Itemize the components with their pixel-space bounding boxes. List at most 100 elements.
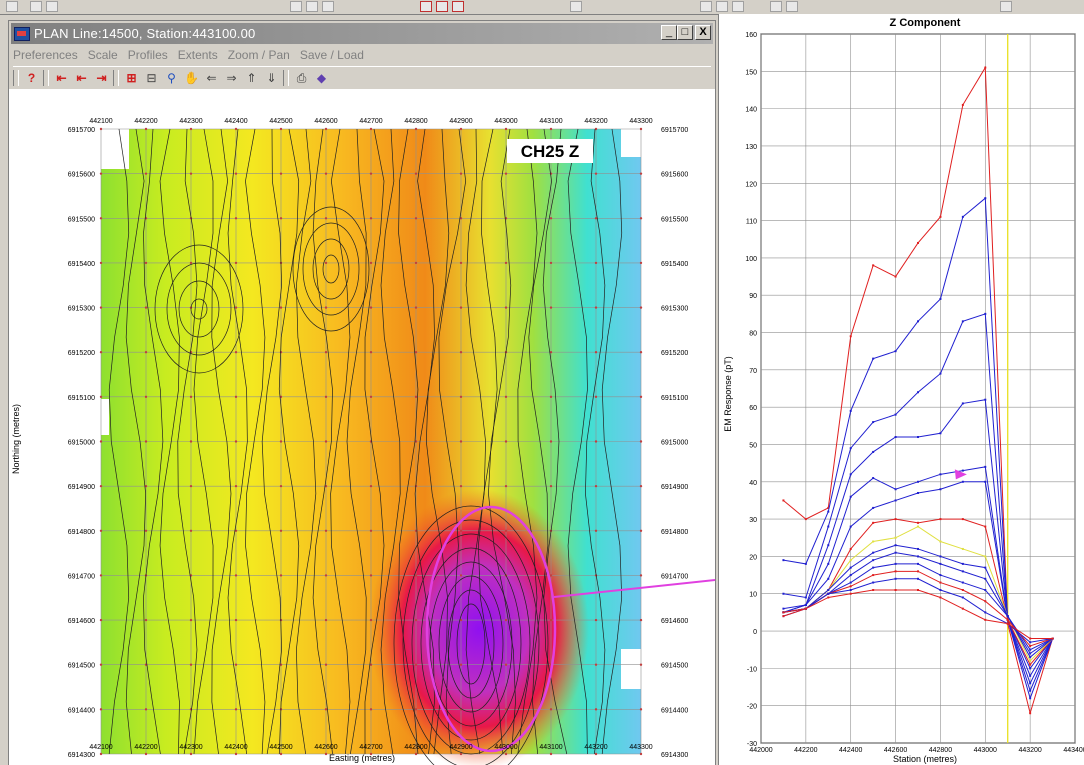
- data-point: [827, 596, 830, 599]
- easting-tick-label: 442200: [134, 744, 157, 751]
- print-icon[interactable]: ⎙: [296, 70, 307, 85]
- expand-up-icon[interactable]: ⇑: [246, 70, 257, 85]
- data-point: [984, 566, 987, 569]
- easting-tick-label: 442900: [449, 744, 472, 751]
- toolbar-icon[interactable]: [716, 1, 728, 12]
- toolbar-icon[interactable]: [290, 1, 302, 12]
- menu-extents[interactable]: Extents: [177, 48, 218, 62]
- line-next-icon[interactable]: ⇥: [96, 70, 107, 85]
- easting-tick-label: 442700: [359, 118, 382, 125]
- plan-map-area[interactable]: CH25 Z 442100 442200 442300 442400 442500 442…: [9, 89, 715, 765]
- window-controls: _ □ X: [661, 25, 711, 40]
- chart-y-tick-label: -20: [747, 704, 757, 711]
- plan-window-titlebar[interactable]: PLAN Line:14500, Station:443100.00 _ □ X: [11, 23, 713, 44]
- menu-preferences[interactable]: Preferences: [13, 48, 78, 62]
- expand-right-icon[interactable]: ⇒: [226, 70, 237, 85]
- data-point: [917, 241, 919, 244]
- toolbar-icon[interactable]: [6, 1, 18, 12]
- chart-y-tick-label: 150: [745, 69, 757, 76]
- data-point: [984, 465, 987, 468]
- data-point: [872, 581, 875, 584]
- northing-tick-label: 6915100: [68, 395, 95, 402]
- chart-y-tick-label: 20: [749, 554, 757, 561]
- data-point: [961, 596, 964, 599]
- data-point: [894, 551, 897, 554]
- easting-tick-label: 442300: [179, 744, 202, 751]
- toolbar-icon[interactable]: [570, 1, 582, 12]
- toolbar-icon[interactable]: [1000, 1, 1012, 12]
- zoom-box-icon[interactable]: ⊞: [126, 70, 137, 85]
- toolbar-icon[interactable]: [786, 1, 798, 12]
- northing-tick-label: 6915400: [68, 261, 95, 268]
- northing-tick-label: 6915200: [68, 350, 95, 357]
- easting-tick-label: 442400: [224, 744, 247, 751]
- chart-x-tick-label: 443200: [1018, 747, 1041, 754]
- anomaly-pointer: [553, 579, 715, 598]
- data-point: [894, 589, 897, 592]
- data-point: [939, 215, 942, 218]
- menu-profiles[interactable]: Profiles: [127, 48, 168, 62]
- northing-tick-label: 6914600: [68, 618, 95, 625]
- toolbar-icon[interactable]: [30, 1, 42, 12]
- minimize-button[interactable]: _: [661, 25, 677, 40]
- menu-save-load[interactable]: Save / Load: [299, 48, 364, 62]
- easting-tick-label: 442100: [89, 744, 112, 751]
- line-prev-icon[interactable]: ⇤: [76, 70, 87, 85]
- northing-axis-left: 6915700 6915600 6915500 6915400 6915300 69152…: [68, 127, 95, 759]
- data-point: [939, 518, 942, 521]
- data-point: [872, 506, 875, 509]
- expand-down-icon[interactable]: ⇓: [266, 70, 277, 85]
- data-point: [782, 592, 785, 595]
- pan-icon[interactable]: ✋: [184, 70, 199, 85]
- data-point: [782, 615, 785, 618]
- data-point: [827, 589, 830, 592]
- z-component-chart[interactable]: Z Component 442000 442200 442400 442600 4428…: [719, 14, 1084, 765]
- toolbar-icon[interactable]: [732, 1, 744, 12]
- toolbar-separator: [283, 70, 289, 86]
- toolbar-icon[interactable]: [420, 1, 432, 12]
- toolbar-icon[interactable]: [306, 1, 318, 12]
- toolbar-icon[interactable]: [452, 1, 464, 12]
- easting-tick-label: 443300: [629, 118, 652, 125]
- northing-tick-label: 6914400: [661, 707, 688, 714]
- data-point: [804, 596, 807, 599]
- data-point: [984, 525, 987, 528]
- northing-tick-label: 6915200: [661, 350, 688, 357]
- northing-tick-label: 6915300: [661, 306, 688, 313]
- data-point: [804, 562, 807, 565]
- expand-left-icon[interactable]: ⇐: [206, 70, 217, 85]
- export-icon[interactable]: ◆: [316, 70, 327, 85]
- data-point: [961, 402, 964, 405]
- data-point: [917, 391, 919, 394]
- chart-y-tick-label: -30: [747, 741, 757, 748]
- data-point: [894, 488, 897, 491]
- toolbar-separator: [43, 70, 49, 86]
- line-select-icon[interactable]: ⇤: [56, 70, 67, 85]
- chart-x-tick-label: 443400: [1063, 747, 1084, 754]
- data-point: [961, 607, 964, 610]
- northing-tick-label: 6914900: [661, 484, 688, 491]
- data-point: [849, 566, 852, 569]
- toolbar-icon[interactable]: [322, 1, 334, 12]
- menu-zoom-pan[interactable]: Zoom / Pan: [227, 48, 290, 62]
- data-point: [961, 589, 964, 592]
- data-point: [917, 436, 919, 439]
- menu-scale[interactable]: Scale: [87, 48, 118, 62]
- data-point: [872, 589, 875, 592]
- data-point: [984, 555, 987, 558]
- close-button[interactable]: X: [695, 25, 711, 40]
- toolbar-icon[interactable]: [436, 1, 448, 12]
- maximize-button[interactable]: □: [677, 25, 693, 40]
- help-icon[interactable]: ?: [27, 70, 36, 85]
- toolbar-icon[interactable]: [700, 1, 712, 12]
- data-point: [1051, 637, 1054, 640]
- toolbar-icon[interactable]: [770, 1, 782, 12]
- northing-tick-label: 6914700: [68, 573, 95, 580]
- toolbar-icon[interactable]: [46, 1, 58, 12]
- data-point: [872, 540, 875, 543]
- chart-y-tick-label: 140: [745, 107, 757, 114]
- contour-map[interactable]: CH25 Z 442100 442200 442300 442400 442500 442…: [9, 89, 715, 765]
- zoom-out-icon[interactable]: ⊟: [146, 70, 157, 85]
- magnify-icon[interactable]: ⚲: [167, 70, 176, 85]
- chart-y-tick-label: 160: [745, 32, 757, 39]
